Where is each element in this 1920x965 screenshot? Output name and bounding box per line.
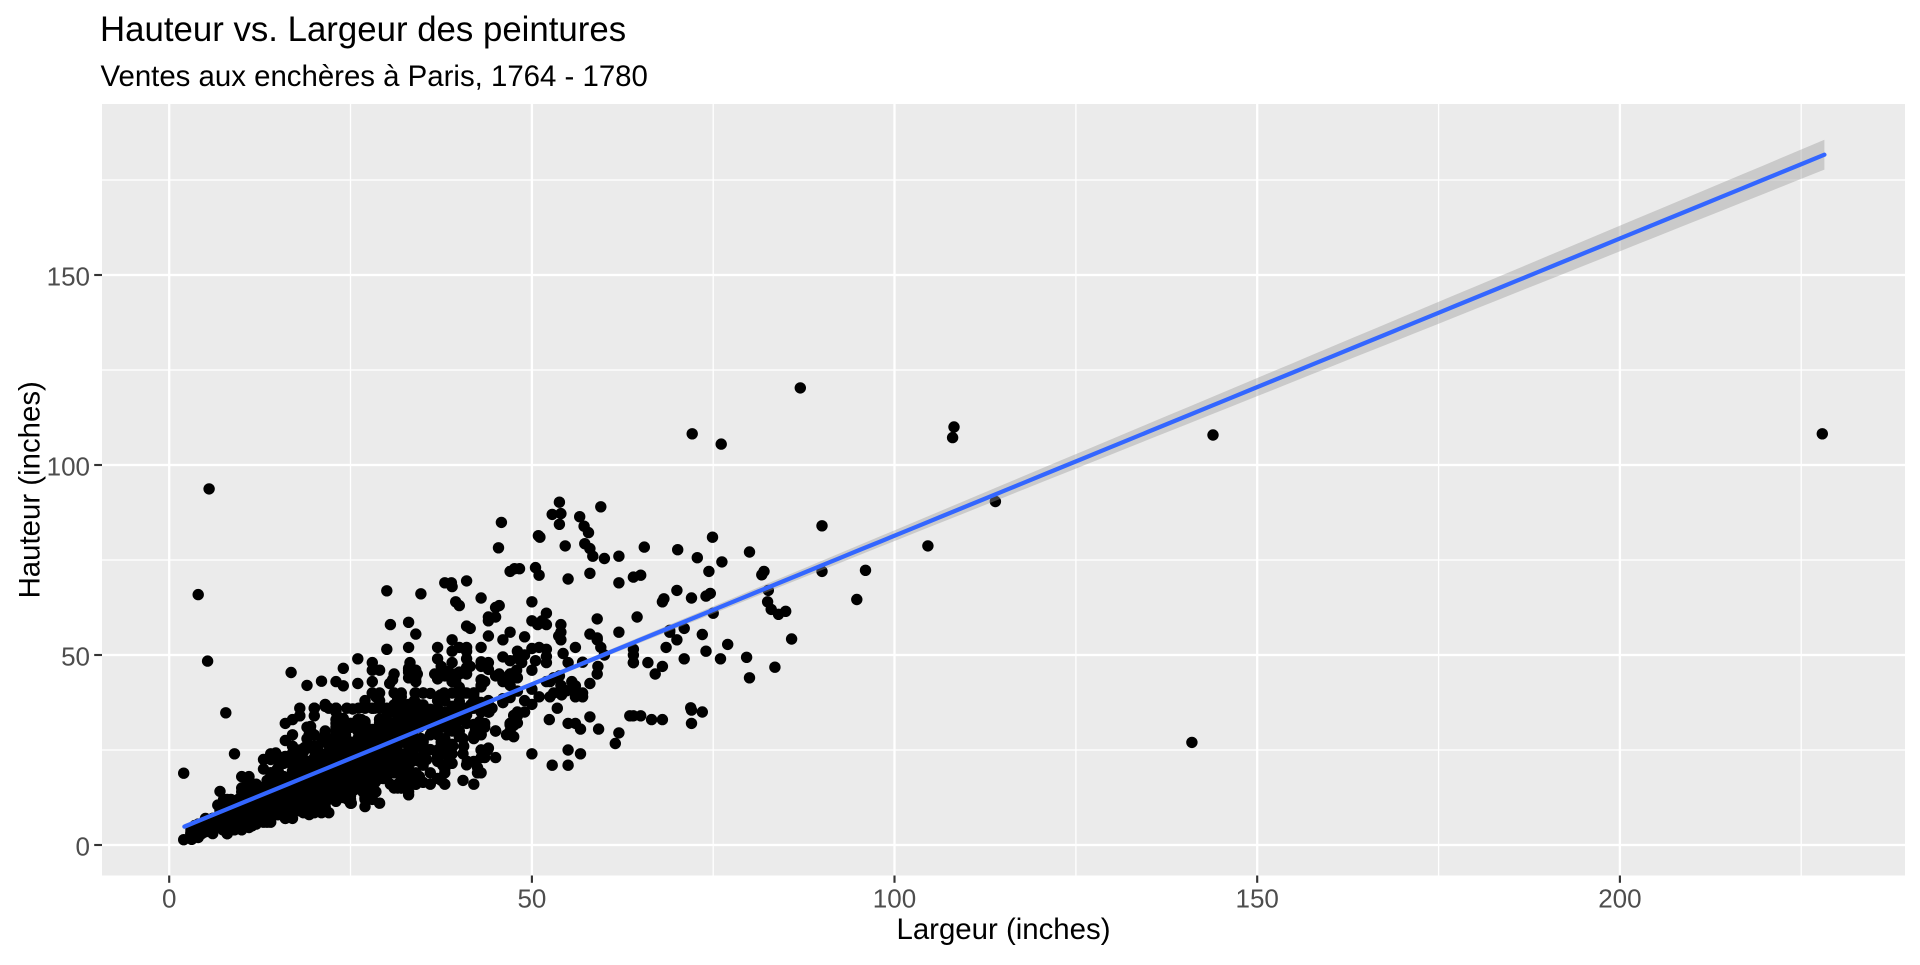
svg-text:0: 0 — [76, 832, 90, 862]
svg-text:150: 150 — [1236, 884, 1279, 914]
svg-text:200: 200 — [1598, 884, 1641, 914]
svg-text:150: 150 — [47, 262, 90, 292]
svg-text:Hauteur (inches): Hauteur (inches) — [14, 381, 47, 598]
svg-text:50: 50 — [517, 884, 546, 914]
svg-text:0: 0 — [162, 884, 176, 914]
svg-text:Largeur (inches): Largeur (inches) — [896, 913, 1110, 946]
svg-text:Ventes aux enchères à Paris, 1: Ventes aux enchères à Paris, 1764 - 1780 — [101, 60, 648, 93]
svg-text:100: 100 — [47, 452, 90, 482]
svg-text:100: 100 — [873, 884, 916, 914]
svg-text:50: 50 — [61, 642, 90, 672]
svg-text:Hauteur vs. Largeur des peintu: Hauteur vs. Largeur des peintures — [100, 10, 626, 49]
